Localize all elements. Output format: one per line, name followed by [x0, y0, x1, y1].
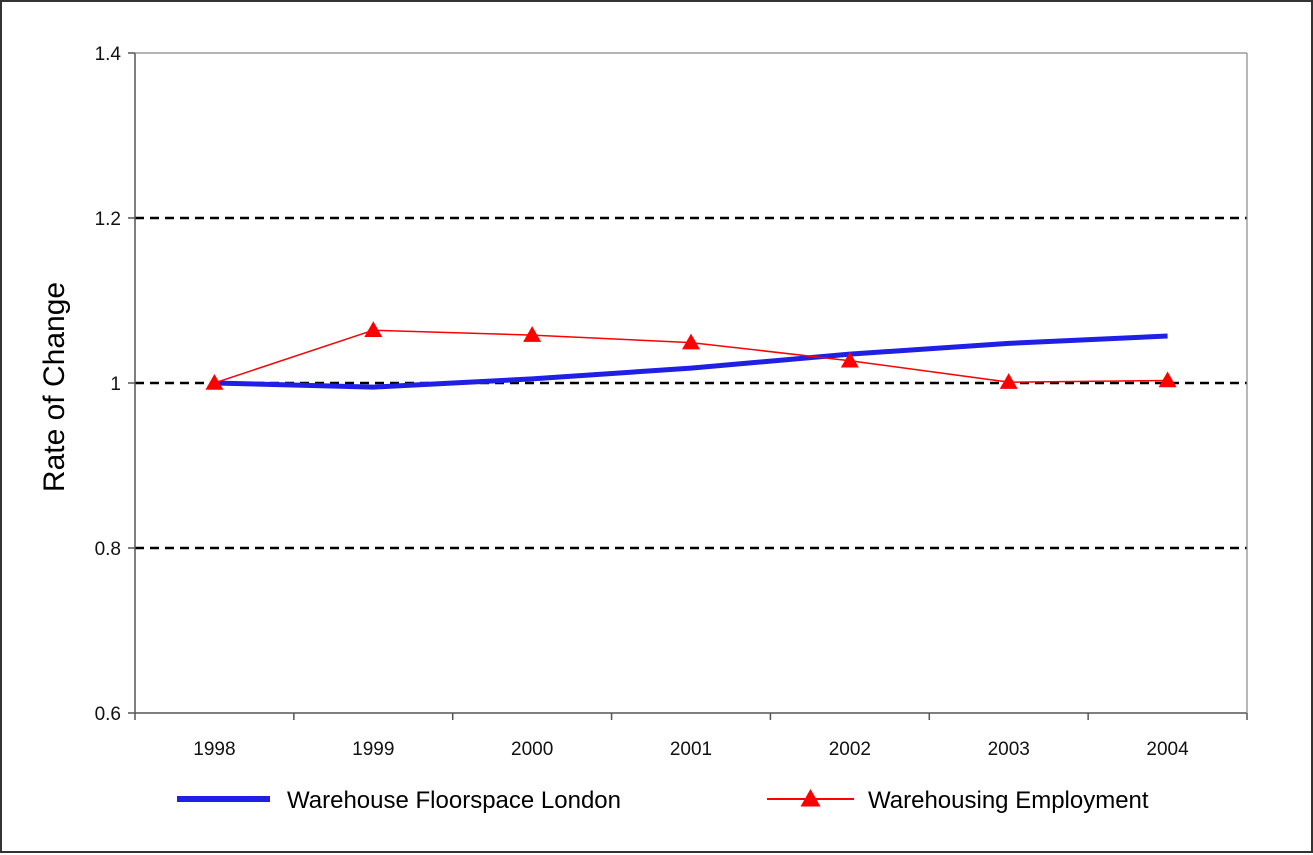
legend-marker	[800, 789, 821, 807]
data-point-marker	[840, 351, 859, 368]
legend-label-0: Warehouse Floorspace London	[287, 787, 621, 814]
series	[205, 321, 1177, 390]
gridlines	[135, 216, 1247, 550]
data-point-marker	[682, 333, 700, 350]
x-tick-label: 2003	[988, 739, 1030, 760]
legend: Warehouse Floorspace London Warehousing E…	[177, 787, 1149, 814]
y-tick-label: 0.8	[95, 539, 121, 560]
x-tick-label: 2002	[829, 739, 871, 760]
x-tick-label: 1998	[193, 739, 235, 760]
data-point-marker	[205, 374, 224, 390]
data-point-marker	[523, 326, 542, 342]
x-tick-label: 2001	[670, 739, 712, 760]
y-tick-label: 1	[110, 374, 121, 395]
data-point-marker	[364, 321, 383, 337]
y-tick-label: 0.6	[95, 704, 121, 725]
x-tick-label: 2000	[511, 739, 553, 760]
y-tick-label: 1.4	[95, 44, 122, 65]
x-tick-label: 1999	[352, 739, 394, 760]
data-point-marker	[1158, 371, 1177, 388]
axes: 0.6 0.8 1 1.2 1.4 1998 1999 2000 2001 2002 2003 200…	[95, 44, 1248, 760]
data-point-marker	[999, 373, 1018, 389]
legend-label-1: Warehousing Employment	[868, 787, 1149, 814]
y-tick-label: 1.2	[95, 209, 121, 230]
x-tick-label: 2004	[1146, 739, 1189, 760]
series-line-0	[214, 333, 1168, 390]
y-axis-label: Rate of Change	[38, 282, 71, 492]
